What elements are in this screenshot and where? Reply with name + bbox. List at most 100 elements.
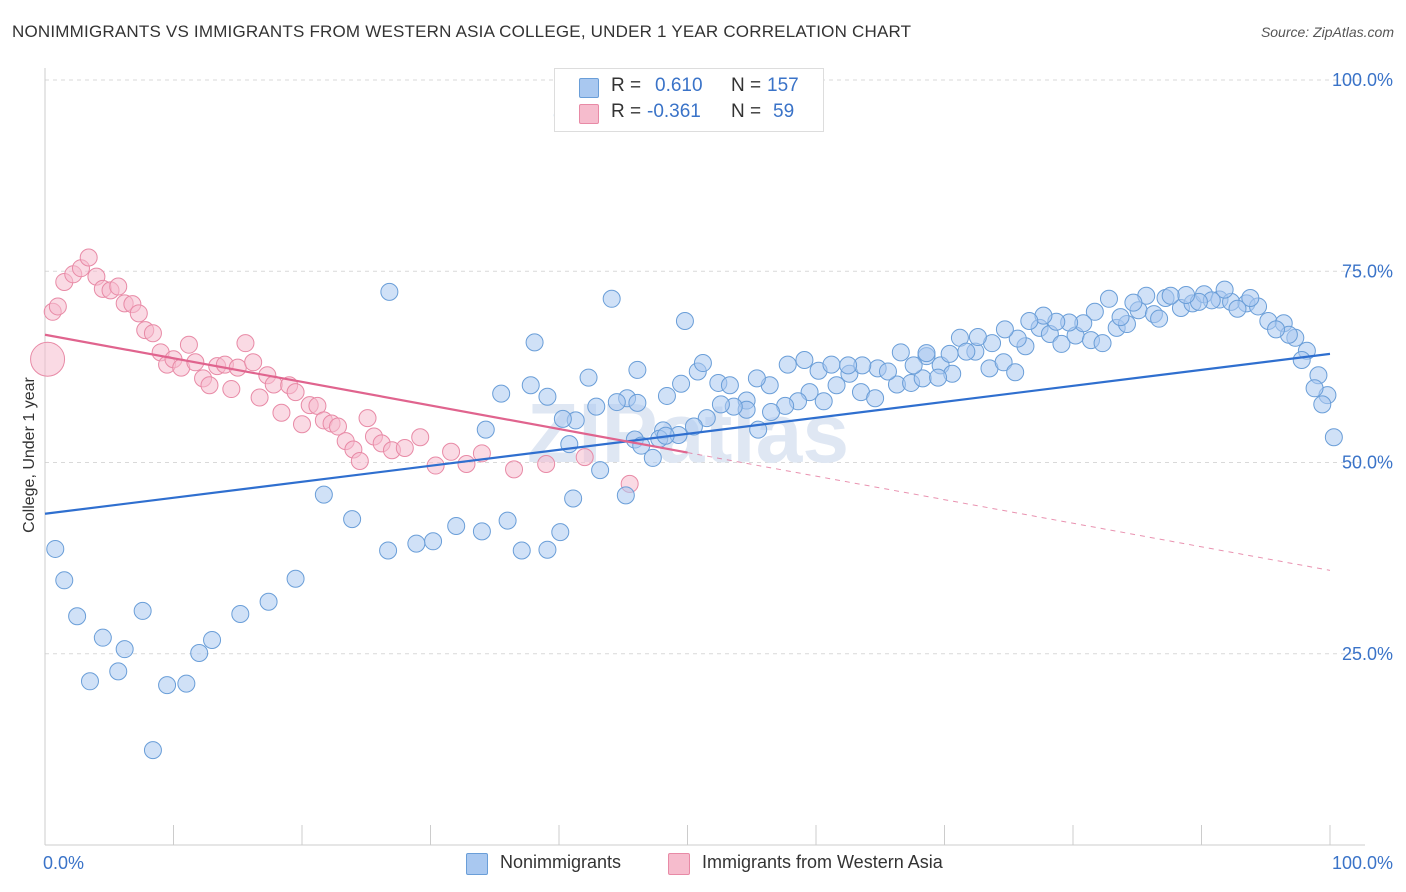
legend-n-label: N = bbox=[731, 101, 762, 122]
immigrants-point bbox=[395, 438, 414, 457]
immigrants-point bbox=[200, 376, 219, 395]
nonimmigrants-point bbox=[778, 355, 797, 374]
immigrants-point bbox=[30, 341, 66, 377]
nonimmigrants-point bbox=[1020, 311, 1039, 330]
nonimmigrants-point bbox=[538, 540, 557, 559]
nonimmigrants-point bbox=[1124, 293, 1143, 312]
y-tick-label: 25.0% bbox=[1342, 644, 1393, 664]
nonimmigrants-point bbox=[940, 344, 959, 363]
y-tick-label: 100.0% bbox=[1332, 70, 1393, 90]
nonimmigrants-point bbox=[498, 511, 517, 530]
nonimmigrants-trend-line bbox=[44, 352, 1331, 515]
immigrants-point bbox=[505, 460, 524, 479]
bottom-legend-label-immigrants: Immigrants from Western Asia bbox=[702, 852, 943, 872]
tick-labels: 100.0% 75.0% 50.0% 25.0% 0.0% 100.0% bbox=[43, 70, 1393, 873]
nonimmigrants-point bbox=[904, 356, 923, 375]
immigrants-point bbox=[537, 455, 556, 474]
immigrants-point bbox=[236, 334, 255, 353]
nonimmigrants-point bbox=[143, 741, 162, 760]
nonimmigrants-point bbox=[822, 355, 841, 374]
nonimmigrants-point bbox=[203, 630, 222, 649]
nonimmigrants-point bbox=[472, 522, 491, 541]
bottom-legend-label-nonimmigrants: Nonimmigrants bbox=[500, 852, 622, 872]
nonimmigrants-point bbox=[693, 354, 712, 373]
immigrants-point bbox=[244, 353, 263, 372]
nonimmigrants-point bbox=[551, 523, 570, 542]
nonimmigrants-point bbox=[380, 282, 399, 301]
nonimmigrants-point bbox=[591, 461, 610, 480]
axes bbox=[44, 68, 1365, 846]
nonimmigrants-point bbox=[697, 409, 716, 428]
nonimmigrants-point bbox=[917, 344, 936, 363]
legend-n-value-blue: 157 bbox=[767, 75, 799, 96]
nonimmigrants-point bbox=[643, 448, 662, 467]
nonimmigrants-point bbox=[177, 674, 196, 693]
nonimmigrants-point bbox=[1150, 309, 1169, 328]
nonimmigrants-point bbox=[1228, 299, 1247, 318]
immigrants-point bbox=[179, 335, 198, 354]
nonimmigrants-point bbox=[720, 376, 739, 395]
nonimmigrants-point bbox=[994, 353, 1013, 372]
nonimmigrants-point bbox=[343, 510, 362, 529]
nonimmigrants-point bbox=[512, 541, 531, 560]
nonimmigrants-point bbox=[1292, 350, 1311, 369]
nonimmigrants-point bbox=[379, 541, 398, 560]
nonimmigrants-point bbox=[68, 607, 87, 626]
x-tick-label: 100.0% bbox=[1332, 853, 1393, 873]
nonimmigrants-point bbox=[657, 386, 676, 405]
nonimmigrants-point bbox=[476, 420, 495, 439]
nonimmigrants-point bbox=[628, 360, 647, 379]
nonimmigrants-point bbox=[747, 369, 766, 388]
nonimmigrants-point bbox=[525, 333, 544, 352]
y-tick-label: 50.0% bbox=[1342, 453, 1393, 473]
nonimmigrants-point bbox=[1099, 289, 1118, 308]
nonimmigrants-point bbox=[1006, 363, 1025, 382]
nonimmigrants-point bbox=[564, 489, 583, 508]
immigrants-point bbox=[442, 442, 461, 461]
nonimmigrants-point bbox=[1093, 334, 1112, 353]
bottom-legend-swatch-blue bbox=[466, 853, 488, 875]
immigrants-point bbox=[328, 417, 347, 436]
immigrants-point bbox=[350, 451, 369, 470]
nonimmigrants-point bbox=[231, 604, 250, 623]
immigrants-point bbox=[358, 409, 377, 428]
legend-swatch-pink bbox=[579, 104, 599, 124]
immigrants-point bbox=[293, 415, 311, 434]
legend-r-value-pink: -0.361 bbox=[647, 101, 701, 122]
nonimmigrants-point bbox=[672, 374, 691, 393]
nonimmigrants-point bbox=[259, 592, 278, 611]
nonimmigrants-point bbox=[587, 397, 606, 416]
nonimmigrants-point bbox=[957, 342, 976, 361]
nonimmigrants-point bbox=[314, 485, 333, 504]
nonimmigrants-point bbox=[1177, 285, 1196, 304]
nonimmigrants-point bbox=[891, 343, 910, 362]
nonimmigrants-point bbox=[55, 571, 74, 590]
correlation-legend: R = 0.610 N = 157 R = -0.361 N = 59 bbox=[554, 68, 824, 132]
nonimmigrants-point bbox=[1305, 379, 1324, 398]
immigrants-point bbox=[143, 324, 162, 343]
bottom-legend-swatch-pink bbox=[668, 853, 690, 875]
immigrants-point bbox=[129, 304, 148, 323]
nonimmigrants-point bbox=[424, 532, 443, 551]
nonimmigrants-point bbox=[814, 392, 833, 411]
immigrants-point bbox=[457, 455, 476, 474]
trend-lines bbox=[44, 333, 1331, 571]
x-tick-label: 0.0% bbox=[43, 853, 84, 873]
nonimmigrants-point bbox=[1241, 289, 1260, 308]
nonimmigrants-point bbox=[1052, 334, 1071, 353]
immigrants-point bbox=[286, 383, 305, 402]
nonimmigrants-point bbox=[190, 643, 209, 662]
nonimmigrants-point bbox=[80, 672, 99, 691]
nonimmigrants-point bbox=[628, 393, 647, 412]
nonimmigrants-point bbox=[492, 384, 511, 403]
nonimmigrants-point bbox=[1111, 308, 1130, 327]
nonimmigrants-point bbox=[1085, 302, 1104, 321]
immigrants-point bbox=[411, 428, 430, 447]
grid-lines bbox=[45, 79, 1365, 655]
nonimmigrants-point bbox=[158, 676, 177, 695]
nonimmigrants-point bbox=[1324, 428, 1343, 447]
nonimmigrants-point bbox=[521, 376, 540, 395]
immigrants-point bbox=[472, 444, 491, 463]
nonimmigrants-point bbox=[684, 417, 703, 436]
